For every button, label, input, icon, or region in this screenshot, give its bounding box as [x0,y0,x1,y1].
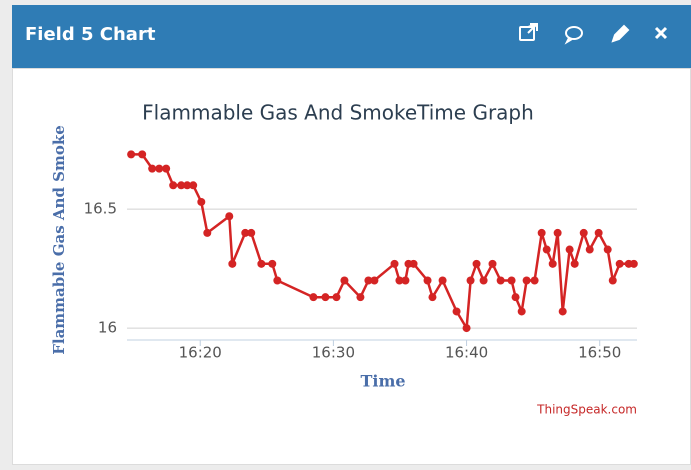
data-point [466,276,475,285]
data-point [340,276,349,285]
x-tick-label: 16:30 [312,344,355,362]
data-point [162,164,171,173]
data-point [530,276,539,285]
data-point [570,259,579,268]
header-icons [519,23,668,45]
data-point [370,276,379,285]
data-point [472,259,481,268]
data-point [542,245,551,254]
data-point [507,276,516,285]
data-point [522,276,531,285]
y-axis-label: Flammable Gas And Smoke [50,125,68,355]
data-point [565,245,574,254]
data-point [183,181,192,190]
data-point [177,181,186,190]
data-point [395,276,404,285]
y-tick-label: 16 [98,319,117,337]
data-point [225,212,234,221]
data-point [309,293,318,302]
x-tick-label: 16:20 [179,344,222,362]
data-point [203,228,212,237]
data-point [594,228,603,237]
data-point [197,197,206,206]
data-point [321,293,330,302]
x-tick-label: 16:50 [578,344,621,362]
data-point [462,324,471,333]
data-point [517,307,526,316]
chart-area [22,80,670,455]
data-point [452,307,461,316]
data-point [228,259,237,268]
data-point [273,276,282,285]
data-point [579,228,588,237]
data-point [603,245,612,254]
comment-icon[interactable] [564,26,583,45]
data-point [138,150,147,159]
data-point [615,259,624,268]
data-point [496,276,505,285]
data-point [553,228,562,237]
edit-icon[interactable] [611,24,630,43]
data-point [423,276,432,285]
data-point [257,259,266,268]
credit: ThingSpeak.com [536,403,637,417]
data-point [537,228,546,237]
data-point [629,259,638,268]
header-title: Field 5 Chart [25,24,156,45]
data-point [585,245,594,254]
data-point [332,293,341,302]
data-point [247,228,256,237]
data-point [479,276,488,285]
y-tick-label: 16.5 [84,200,117,218]
data-point [390,259,399,268]
data-point [438,276,447,285]
data-point [241,228,250,237]
data-point [558,307,567,316]
data-point [364,276,373,285]
x-tick-label: 16:40 [445,344,488,362]
data-point [155,164,164,173]
data-point [169,181,178,190]
data-point [409,259,418,268]
data-point [127,150,136,159]
data-point [148,164,157,173]
data-point [401,276,410,285]
open-icon[interactable] [519,23,538,41]
header-bar [12,5,691,68]
chart-title: Flammable Gas And SmokeTime Graph [142,101,534,125]
data-point [548,259,557,268]
data-point [428,293,437,302]
data-line [131,153,634,330]
data-point [608,276,617,285]
x-axis-label: Time [360,372,405,391]
data-point [488,259,497,268]
close-icon[interactable] [654,26,668,40]
data-point [268,259,277,268]
data-point [511,293,520,302]
data-point [189,181,198,190]
data-point [356,293,365,302]
